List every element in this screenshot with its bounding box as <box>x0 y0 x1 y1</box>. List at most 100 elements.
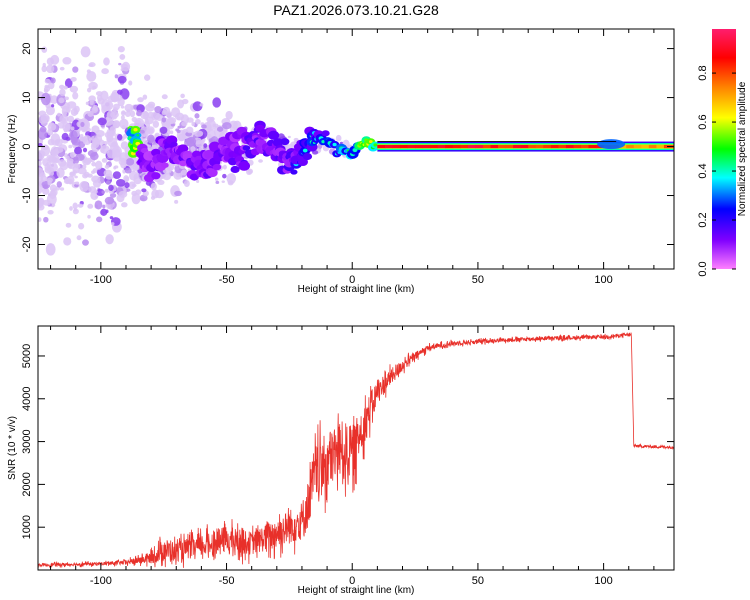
snr-y-tick-label: 4000 <box>21 387 33 411</box>
spectrogram-noise-blob <box>147 101 156 109</box>
spectrogram-noise-blob <box>38 128 48 140</box>
spectrogram-noise-blob <box>118 157 127 166</box>
spectrogram-noise-blob <box>74 175 78 179</box>
colorbar-tick-label: 0.4 <box>697 163 709 178</box>
spectrogram-noise-blob <box>67 101 77 109</box>
spectrogram-noise-blob <box>139 129 145 134</box>
spectrogram-noise-blob <box>41 65 47 73</box>
colorbar-gradient <box>712 29 736 269</box>
spectrogram-noise-blob <box>59 88 66 97</box>
carrier-band-core <box>415 144 424 149</box>
spectrogram-noise-blob <box>46 64 55 74</box>
spectrogram-noise-blob <box>38 182 43 195</box>
spectrogram-noise-blob <box>112 145 122 158</box>
figure-title: PAZ1.2026.073.10.21.G28 <box>273 2 439 18</box>
spectrogram-noise-blob <box>161 94 168 100</box>
spectrogram-noise-blob <box>100 145 110 154</box>
carrier-band-core <box>580 144 590 149</box>
spectrogram-noise-blob <box>110 222 115 226</box>
carrier-band-core <box>648 144 657 149</box>
spectrogram-noise-blob <box>97 117 107 126</box>
spectrogram-noise-blob <box>40 92 51 106</box>
spectrogram-marks <box>38 45 674 256</box>
carrier-band-core <box>467 144 476 149</box>
spectrogram-noise-blob <box>112 171 122 180</box>
spectrogram-noise-blob <box>82 135 92 146</box>
spectrogram-noise-blob <box>335 134 342 142</box>
carrier-band-core <box>633 144 642 149</box>
spectrogram-noise-blob <box>65 155 70 160</box>
spectrogram-noise-blob <box>63 85 68 90</box>
spectrogram-noise-blob <box>38 159 42 167</box>
spectrogram-noise-blob <box>86 70 97 82</box>
spectrogram-noise-blob <box>166 111 173 118</box>
spectrogram-noise-blob <box>186 117 194 123</box>
spectrogram-noise-blob <box>87 203 94 209</box>
snr-y-tick-label: 3000 <box>21 429 33 453</box>
spectrogram-noise-blob <box>49 162 58 172</box>
spectrogram-noise-blob <box>196 179 200 183</box>
spectrogram-noise-blob <box>105 180 111 185</box>
spectrogram-noise-blob <box>72 208 79 215</box>
spectrogram-ridge-core <box>373 143 378 147</box>
spectrogram-noise-blob <box>79 133 84 138</box>
spectrogram-noise-blob <box>90 152 99 161</box>
spectrogram-noise-blob <box>82 239 89 246</box>
carrier-band-core <box>573 144 582 149</box>
spectrogram-noise-blob <box>58 159 67 167</box>
spectrogram-noise-blob <box>180 93 185 99</box>
spectrogram-noise-blob <box>120 110 126 116</box>
spectrogram-y-label: Frequency (Hz) <box>7 115 18 184</box>
spectrogram-noise-blob <box>82 164 87 170</box>
spectrogram-noise-blob <box>92 168 98 173</box>
spectrogram-noise-blob <box>101 158 108 163</box>
spectrogram-noise-blob <box>147 128 154 134</box>
spectrogram-noise-blob <box>64 78 73 89</box>
spectrogram-noise-blob <box>221 180 225 184</box>
spectrogram-ridge-core <box>369 140 373 144</box>
spectrogram-noise-blob <box>46 177 53 183</box>
carrier-band-core <box>550 144 559 149</box>
spectrogram-y-tick-label: 0 <box>21 143 33 149</box>
spectrogram-noise-blob <box>124 111 131 117</box>
spectrogram-noise-blob <box>96 188 105 197</box>
spectrogram-noise-blob <box>212 97 222 108</box>
spectrogram-noise-blob <box>87 214 91 219</box>
spectrogram-noise-blob <box>107 95 116 103</box>
carrier-band-core <box>565 144 574 149</box>
spectrogram-noise-blob <box>76 235 82 241</box>
carrier-band-core <box>399 144 409 149</box>
spectrogram-noise-blob <box>88 81 98 90</box>
spectrogram-noise-blob <box>131 183 137 188</box>
carrier-band-core <box>543 144 552 149</box>
carrier-band-core <box>445 144 454 149</box>
spectrogram-noise-blob <box>45 243 56 256</box>
spectrogram-noise-blob <box>94 195 98 199</box>
spectrogram-noise-blob <box>110 111 119 119</box>
spectrogram-noise-blob <box>117 133 123 141</box>
spectrogram-noise-blob <box>92 104 98 112</box>
carrier-band-core <box>460 144 469 149</box>
spectrogram-noise-blob <box>120 115 125 120</box>
spectrogram-noise-blob <box>109 193 117 198</box>
colorbar-tick-label: 0.2 <box>697 212 709 227</box>
spectrogram-noise-blob <box>180 169 188 176</box>
spectrogram-noise-blob <box>120 105 125 109</box>
spectrogram-y-tick-label: -20 <box>21 237 33 253</box>
spectrogram-noise-blob <box>118 190 128 198</box>
spectrogram-noise-blob <box>64 123 71 131</box>
spectrogram-noise-blob <box>43 216 49 223</box>
spectrogram-noise-blob <box>113 103 120 111</box>
spectrogram-noise-blob <box>69 151 76 158</box>
spectrogram-noise-blob <box>154 189 164 199</box>
spectrogram-noise-blob <box>68 144 73 149</box>
spectrogram-x-label: Height of straight line (km) <box>298 284 415 295</box>
spectrogram-noise-blob <box>69 172 76 177</box>
spectrogram-ridge-blob <box>290 169 298 175</box>
spectrogram-ridge-blob <box>161 162 169 168</box>
spectrogram-noise-blob <box>57 112 61 117</box>
carrier-band-core <box>520 144 529 149</box>
spectrogram-noise-blob <box>42 184 49 189</box>
spectrogram-noise-blob <box>195 140 203 148</box>
spectrogram-noise-blob <box>50 149 60 156</box>
